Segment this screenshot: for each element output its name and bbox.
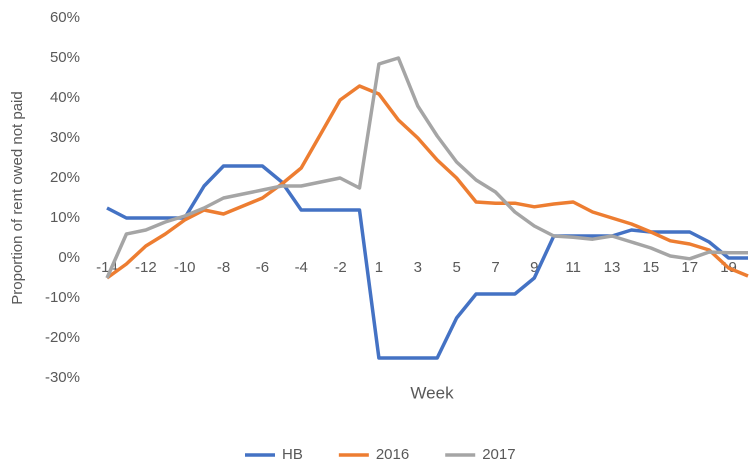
y-tick-label: -10% bbox=[45, 289, 80, 306]
series-line bbox=[105, 56, 748, 279]
legend-label: HB bbox=[282, 446, 303, 463]
y-tick-label: 10% bbox=[50, 209, 80, 226]
series-line bbox=[106, 164, 748, 360]
y-tick-label: -30% bbox=[45, 369, 80, 386]
x-tick-label: 7 bbox=[491, 259, 499, 276]
legend-label: 2016 bbox=[376, 446, 409, 463]
x-tick-label: -4 bbox=[295, 259, 308, 276]
y-axis-title: Proportion of rent owed not paid bbox=[9, 91, 26, 304]
x-tick-label: -12 bbox=[135, 259, 157, 276]
series-line bbox=[105, 84, 749, 280]
y-tick-label: 0% bbox=[58, 249, 80, 266]
x-axis-title: Week bbox=[410, 383, 454, 402]
x-tick-label: 5 bbox=[452, 259, 460, 276]
x-tick-label: 3 bbox=[414, 259, 422, 276]
y-tick-label: 30% bbox=[50, 129, 80, 146]
x-tick-label: 15 bbox=[643, 259, 660, 276]
x-tick-label: 1 bbox=[375, 259, 383, 276]
x-tick-label: 13 bbox=[604, 259, 621, 276]
x-tick-label: 17 bbox=[681, 259, 698, 276]
y-tick-label: 20% bbox=[50, 169, 80, 186]
y-tick-label: -20% bbox=[45, 329, 80, 346]
x-tick-label: -8 bbox=[217, 259, 230, 276]
x-tick-label: 11 bbox=[565, 259, 581, 276]
x-tick-label: -10 bbox=[174, 259, 196, 276]
y-tick-label: 60% bbox=[50, 9, 80, 26]
legend-label: 2017 bbox=[482, 446, 515, 463]
y-tick-label: 50% bbox=[50, 49, 80, 66]
x-tick-label: 9 bbox=[530, 259, 538, 276]
x-tick-label: -6 bbox=[256, 259, 269, 276]
y-tick-label: 40% bbox=[50, 89, 80, 106]
x-tick-label: -2 bbox=[333, 259, 346, 276]
